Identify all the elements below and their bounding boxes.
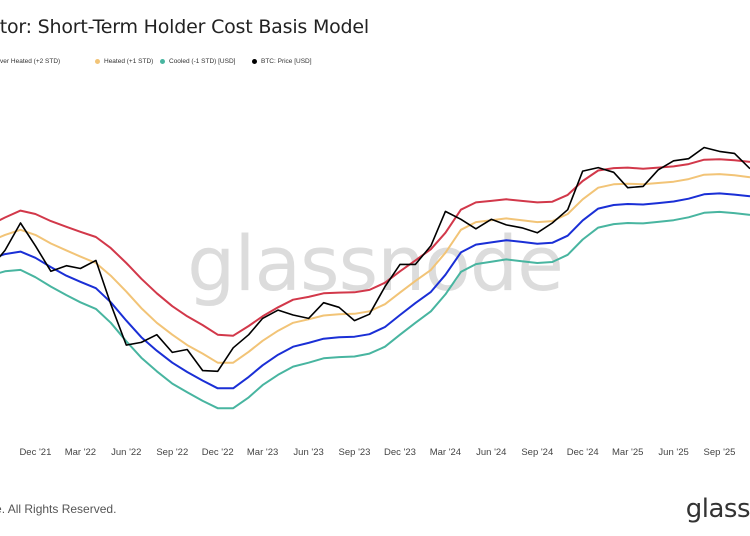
x-tick-label: Jun '25	[658, 447, 688, 458]
brand-logo-text: glass	[685, 494, 750, 524]
legend-item[interactable]: Cooled (-1 STD) [USD]	[160, 58, 235, 65]
series-line	[0, 173, 750, 364]
legend-dot-icon	[95, 59, 100, 64]
watermark: glassnode	[187, 219, 563, 308]
legend-label: BTC: Price [USD]	[261, 58, 312, 65]
legend-dot-icon	[160, 59, 165, 64]
x-tick-label: Dec '21	[19, 447, 51, 458]
chart-title: cator: Short-Term Holder Cost Basis Mode…	[0, 16, 369, 38]
x-tick-label: Jun '23	[293, 447, 323, 458]
x-tick-label: Jun '22	[111, 447, 141, 458]
x-tick-label: Dec '23	[384, 447, 416, 458]
legend-label: Over Heated (+2 STD)	[0, 58, 61, 65]
series-line	[0, 158, 750, 337]
legend-label: Heated (+1 STD)	[104, 58, 154, 65]
series-line	[0, 210, 750, 410]
series-line	[0, 192, 750, 390]
x-tick-label: Jun '24	[476, 447, 506, 458]
legend-dot-icon	[252, 59, 257, 64]
x-tick-label: Dec '22	[202, 447, 234, 458]
x-tick-label: Mar '25	[612, 447, 643, 458]
x-tick-label: Mar '23	[247, 447, 278, 458]
footer-copyright: node. All Rights Reserved.	[0, 502, 117, 516]
legend-item[interactable]: Heated (+1 STD)	[95, 58, 153, 65]
x-tick-label: Dec '24	[567, 447, 599, 458]
x-tick-label: Sep '22	[156, 447, 188, 458]
x-tick-label: Sep '24	[521, 447, 553, 458]
legend-item[interactable]: BTC: Price [USD]	[252, 58, 312, 65]
x-tick-label: Mar '22	[65, 447, 96, 458]
x-tick-label: Mar '24	[430, 447, 461, 458]
x-tick-label: Sep '25	[704, 447, 736, 458]
legend-label: Cooled (-1 STD) [USD]	[169, 58, 236, 65]
legend-item[interactable]: Over Heated (+2 STD)	[0, 58, 60, 65]
series-line	[0, 146, 750, 373]
x-tick-label: Sep '23	[339, 447, 371, 458]
